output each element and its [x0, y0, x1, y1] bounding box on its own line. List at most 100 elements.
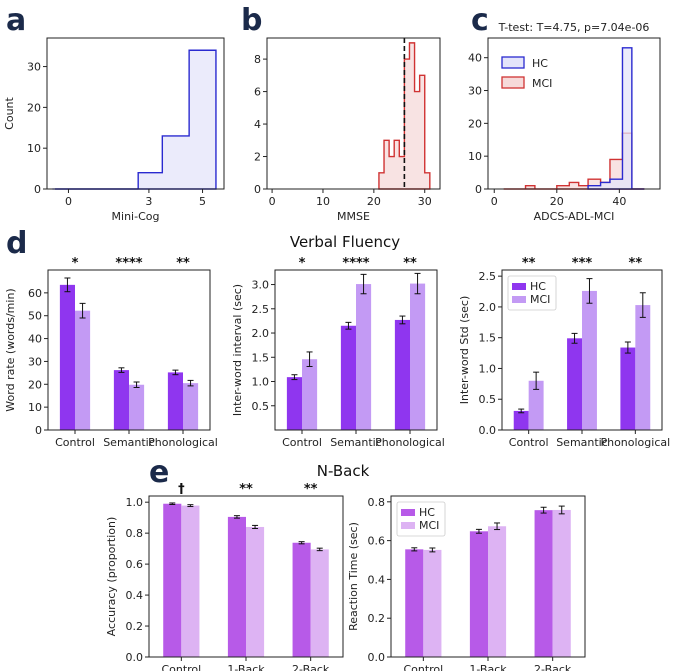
y-tick-label: 1.5 [479, 332, 497, 345]
legend-swatch-mci [512, 296, 526, 303]
y-tick-label: 1.0 [252, 376, 270, 389]
x-tick-label: 5 [199, 195, 206, 208]
y-tick-label: 0 [34, 183, 41, 196]
legend-swatch-mci [401, 522, 415, 529]
x-tick-label: Phonological [148, 436, 218, 449]
section-title-n-back: N-Back [317, 462, 370, 480]
x-tick-label: Control [403, 663, 443, 671]
y-tick-label: 10 [27, 142, 41, 155]
x-tick-label: 20 [367, 195, 381, 208]
y-axis-label: Reaction Time (sec) [347, 522, 360, 631]
x-tick-label: 30 [418, 195, 432, 208]
bar-hc-control [163, 503, 182, 657]
significance-marker: * [72, 256, 79, 271]
x-tick-label: 1-Back [469, 663, 507, 671]
legend-label-hc: HC [532, 57, 548, 70]
y-tick-label: 20 [28, 378, 42, 391]
y-tick-label: 2 [254, 151, 261, 164]
y-tick-label: 40 [28, 333, 42, 346]
plot-frame [46, 37, 225, 190]
bar-mci-1-back [246, 526, 265, 657]
x-axis-label: Mini-Cog [112, 210, 160, 223]
histogram-series-hc [55, 49, 217, 190]
y-tick-label: 2.0 [479, 301, 497, 314]
y-tick-label: 4 [254, 118, 261, 131]
bar-hc-phonological [394, 319, 410, 430]
x-tick-label: 40 [612, 195, 626, 208]
y-axis-label: Inter-word Std (sec) [458, 296, 471, 405]
y-tick-label: 0.0 [368, 651, 386, 664]
bar-hc-semantic [340, 325, 356, 430]
bar-mci-1-back [488, 526, 507, 657]
y-tick-label: 0.5 [252, 400, 270, 413]
y-tick-label: 0.2 [126, 620, 144, 633]
histogram-a: 0 10 20 30 0 3 5 Mini-Cog Count [3, 37, 225, 223]
y-tick-label: 0.4 [368, 573, 386, 586]
significance-marker: ** [304, 482, 318, 497]
significance-marker: † [178, 482, 185, 497]
x-tick-label: 0 [65, 195, 72, 208]
bar-hc-phonological [620, 347, 636, 430]
y-tick-label: 10 [468, 150, 482, 163]
x-tick-label: 0 [491, 195, 498, 208]
bar-mci-2-back [552, 509, 571, 657]
x-tick-label: 2-Back [534, 663, 572, 671]
bar-mci-control [423, 549, 442, 657]
bar-mci-phonological [635, 305, 651, 430]
panel-label-d: d [6, 226, 27, 261]
plot-frame [47, 269, 211, 431]
x-tick-label: Phonological [375, 436, 445, 449]
legend-swatch-hc [512, 283, 526, 290]
legend-swatch-mci [501, 76, 525, 89]
bar-hc-phonological [167, 372, 183, 430]
y-tick-label: 10 [28, 401, 42, 414]
significance-marker: ** [403, 256, 417, 271]
bar-hc-control [59, 284, 75, 430]
bar-chart-e1: Control † 1-Back ** 2-Back ** 0.0 0.2 0.4 0.6 0.8 1… [105, 482, 344, 671]
bar-mci-phonological [183, 383, 199, 430]
y-tick-label: 0.6 [126, 558, 144, 571]
y-tick-label: 2.5 [252, 303, 270, 316]
significance-marker: **** [342, 256, 369, 271]
bar-hc-2-back [534, 510, 553, 657]
significance-marker: * [299, 256, 306, 271]
bar-mci-semantic [129, 384, 145, 430]
y-axis-label: Count [3, 96, 16, 129]
legend-label-mci: MCI [532, 77, 552, 90]
bar-hc-control [405, 549, 424, 657]
panel-label-e: e [149, 455, 169, 490]
y-tick-label: 30 [468, 85, 482, 98]
legend-label-mci: MCI [530, 293, 550, 306]
y-tick-label: 1.0 [126, 496, 144, 509]
significance-marker: **** [115, 256, 142, 271]
legend-label-hc: HC [530, 280, 546, 293]
histogram-b: 0 2 4 6 8 0 10 20 30 MMSE [254, 37, 441, 223]
y-tick-label: 50 [28, 310, 42, 323]
y-tick-label: 0 [254, 183, 261, 196]
y-axis-label: Inter-word interval (sec) [231, 284, 244, 416]
significance-marker: ** [522, 256, 536, 271]
bar-chart-d2: Control * Semantic **** Phonological ** 0.5 1.0… [231, 256, 445, 449]
bar-hc-1-back [227, 516, 246, 657]
x-axis-label: MMSE [337, 210, 370, 223]
y-tick-label: 0 [475, 183, 482, 196]
y-tick-label: 1.5 [252, 351, 270, 364]
panel-label-c: c [471, 3, 489, 38]
x-tick-label: Control [509, 436, 549, 449]
y-tick-label: 0.6 [368, 535, 386, 548]
legend-swatch-hc [501, 56, 525, 69]
bar-hc-semantic [567, 338, 582, 430]
y-tick-label: 0 [35, 424, 42, 437]
y-tick-label: 20 [468, 117, 482, 130]
bar-mci-phonological [410, 283, 426, 430]
bar-chart-d3: Control ** Semantic *** Phonological ** 0.0 0.5… [458, 256, 670, 449]
y-tick-label: 30 [27, 61, 41, 74]
y-tick-label: 8 [254, 53, 261, 66]
x-tick-label: Semantic [556, 436, 608, 449]
significance-marker: ** [239, 482, 253, 497]
panel-label-b: b [241, 3, 262, 38]
bar-hc-control [513, 410, 529, 430]
x-tick-label: Semantic [330, 436, 382, 449]
y-tick-label: 0.0 [479, 424, 497, 437]
x-tick-label: 3 [145, 195, 152, 208]
